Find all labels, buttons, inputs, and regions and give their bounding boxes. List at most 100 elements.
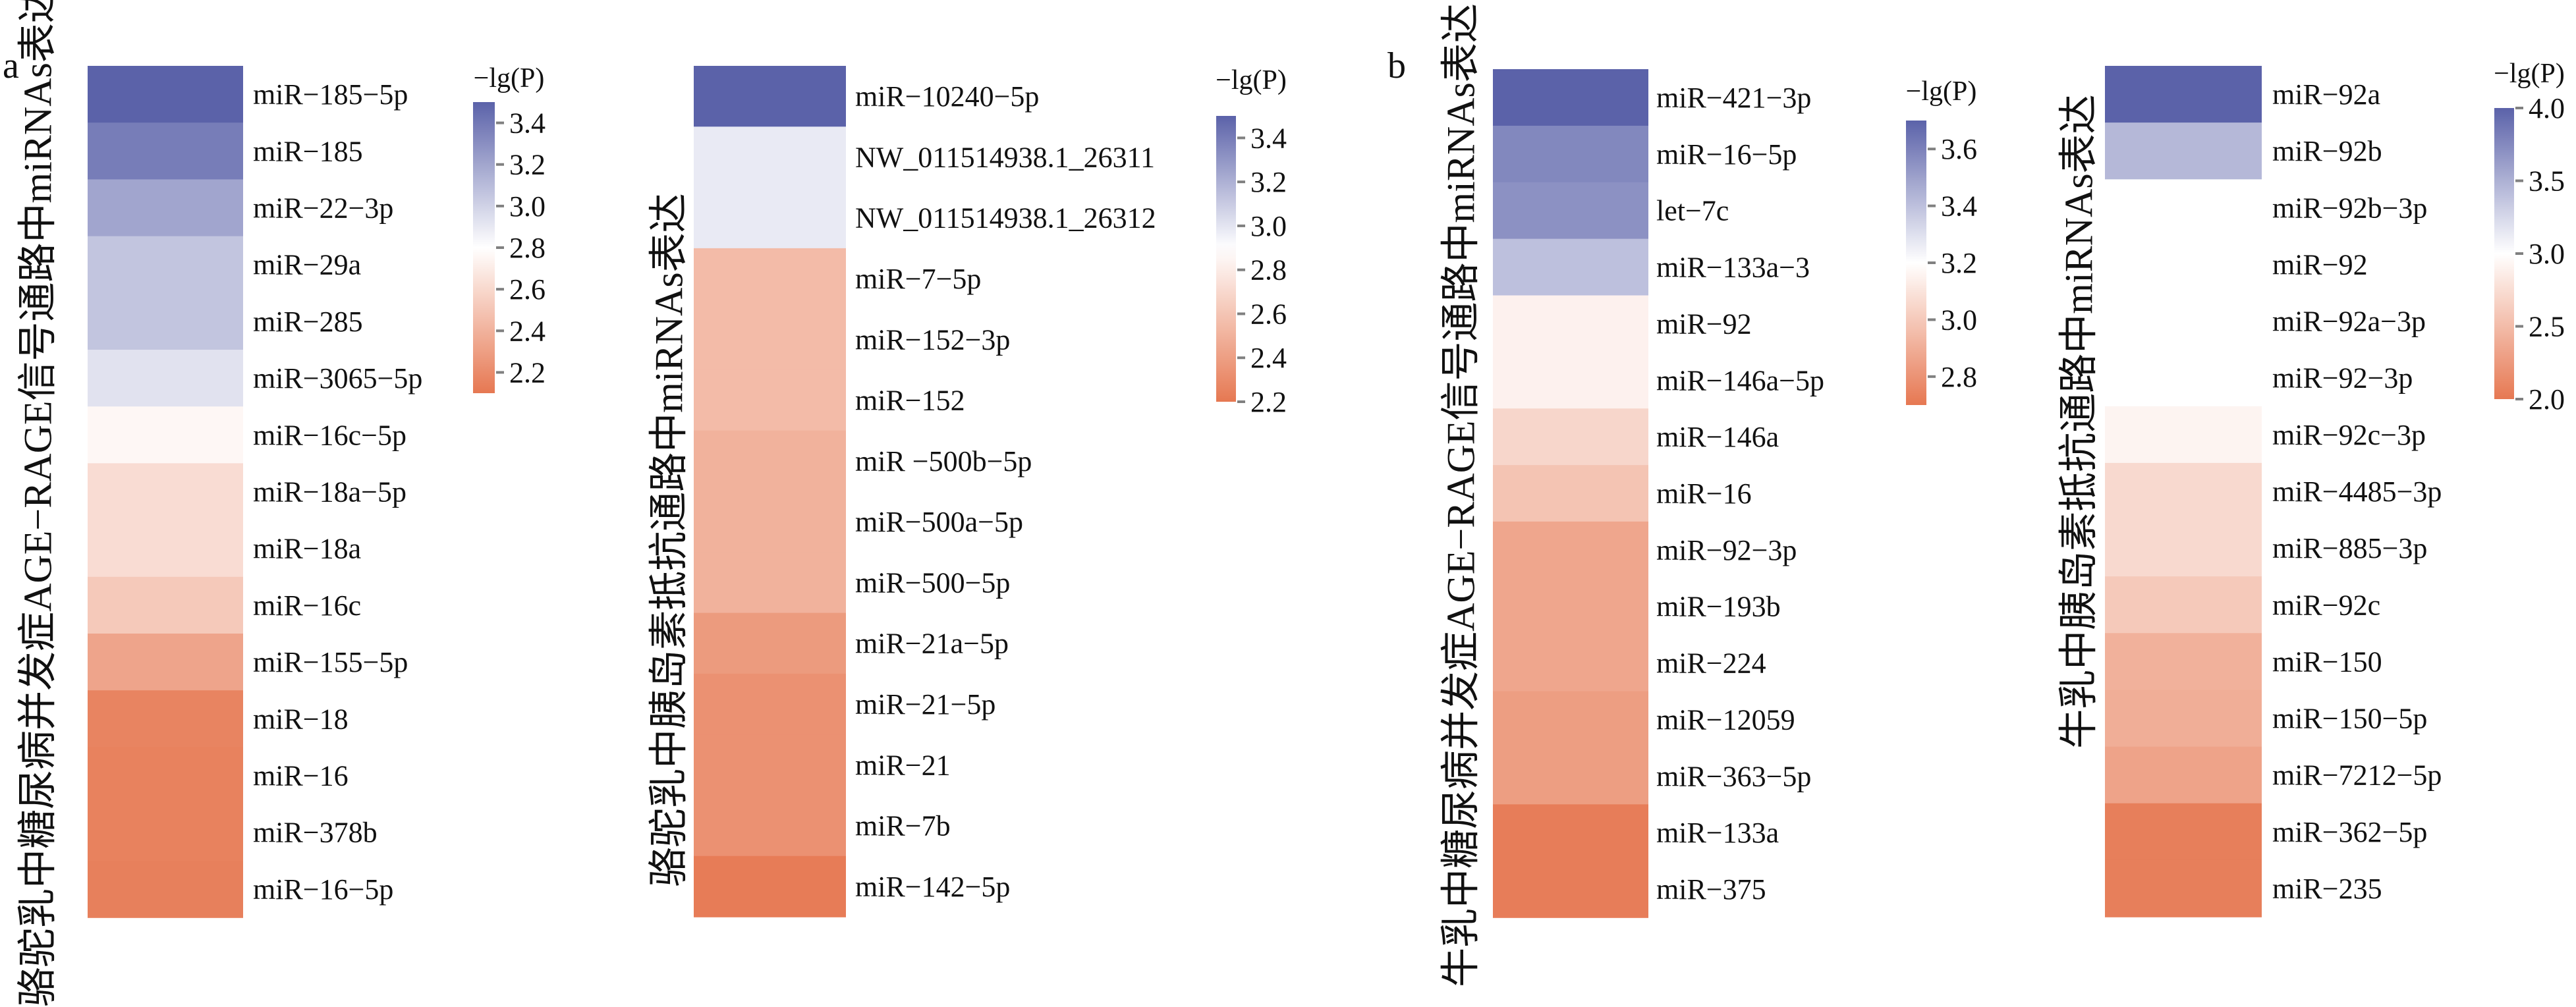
heatmap-3-cell bbox=[1493, 295, 1648, 353]
heatmap-2-cell bbox=[694, 734, 846, 796]
heatmap-2-row-label: miR−21−5p bbox=[855, 688, 995, 721]
colorbar-2-tick-label: 3.0 bbox=[1250, 210, 1287, 242]
heatmap-2-cell bbox=[694, 795, 846, 857]
heatmap-3-cell bbox=[1493, 408, 1648, 466]
heatmap-3-cell bbox=[1493, 238, 1648, 296]
heatmap-3-cell bbox=[1493, 804, 1648, 861]
heatmap-1-row-label: miR−18a bbox=[253, 533, 361, 565]
colorbar-1-tick-label: 2.4 bbox=[509, 315, 546, 347]
heatmap-1-cell bbox=[88, 350, 243, 407]
heatmap-2-row-label: miR−21 bbox=[855, 749, 951, 781]
heatmap-4-cell bbox=[2105, 292, 2262, 350]
heatmap-4-row-label: miR−92c−3p bbox=[2272, 419, 2426, 451]
panel-letter-b: b bbox=[1387, 45, 1406, 86]
heatmap-1-row-label: miR−16c bbox=[253, 589, 361, 622]
heatmap-1-row-label: miR−185−5p bbox=[253, 78, 408, 111]
heatmap-4-cell bbox=[2105, 520, 2262, 577]
heatmap-2-cell bbox=[694, 126, 846, 188]
heatmap-4-cell bbox=[2105, 122, 2262, 180]
colorbar-1-tick-label: 2.2 bbox=[509, 356, 546, 389]
heatmap-1-row-label: miR−16c−5p bbox=[253, 419, 406, 451]
heatmap-2-row-label: miR−7b bbox=[855, 810, 951, 842]
heatmap-1-title: 骆驼乳中糖尿病并发症AGE−RAGE信号通路中miRNAs表达 bbox=[16, 0, 60, 1007]
heatmap-1-cell bbox=[88, 803, 243, 861]
heatmap-1-row-label: miR−22−3p bbox=[253, 192, 393, 225]
colorbar-1-tick-label: 3.2 bbox=[509, 149, 546, 181]
heatmap-4-row-label: miR−885−3p bbox=[2272, 532, 2427, 564]
heatmap-2-cell bbox=[694, 309, 846, 371]
colorbar-3-tick-label: 3.6 bbox=[1941, 133, 1977, 165]
heatmap-1-cell bbox=[88, 860, 243, 918]
panel-letter-a: a bbox=[3, 45, 19, 86]
heatmap-1-cell bbox=[88, 292, 243, 350]
heatmap-2-row-label: miR−500a−5p bbox=[855, 506, 1023, 538]
heatmap-2-row-label: miR−10240−5p bbox=[855, 80, 1039, 113]
heatmap-4-cell bbox=[2105, 349, 2262, 407]
heatmap-3-row-label: let−7c bbox=[1656, 195, 1729, 227]
heatmap-4-cell bbox=[2105, 803, 2262, 861]
heatmap-1-row-label: miR−285 bbox=[253, 306, 363, 338]
heatmap-2-cell bbox=[694, 856, 846, 917]
heatmap-4-row-label: miR−150 bbox=[2272, 645, 2382, 678]
heatmap-2-row-label: miR−152−3p bbox=[855, 323, 1010, 356]
heatmap-4-cell bbox=[2105, 576, 2262, 634]
heatmap-4-cell bbox=[2105, 633, 2262, 691]
heatmap-3-row-label: miR−133a−3 bbox=[1656, 252, 1810, 284]
heatmap-1-row-label: miR−185 bbox=[253, 135, 363, 167]
colorbar-4-tick-label: 4.0 bbox=[2529, 92, 2565, 124]
heatmap-3-cell bbox=[1493, 352, 1648, 409]
heatmap-4-cell bbox=[2105, 462, 2262, 520]
colorbar-2-tick-label: 2.4 bbox=[1250, 342, 1287, 374]
heatmap-1-row-label: miR−378b bbox=[253, 817, 378, 849]
heatmap-4-row-label: miR−150−5p bbox=[2272, 703, 2427, 735]
heatmap-4: miR−92a miR−92b miR−92b−3p miR−92 miR−92a−3p… bbox=[2105, 59, 2565, 917]
heatmap-3-cell bbox=[1493, 465, 1648, 522]
heatmap-1-row-label: miR−155−5p bbox=[253, 646, 408, 678]
heatmap-1-cell bbox=[88, 463, 243, 521]
heatmap-3-row-label: miR−133a bbox=[1656, 817, 1779, 849]
heatmap-4-cell bbox=[2105, 236, 2262, 294]
heatmap-2-row-label: miR−21a−5p bbox=[855, 628, 1009, 660]
heatmap-1-cell bbox=[88, 576, 243, 634]
heatmap-1-cell bbox=[88, 66, 243, 123]
heatmap-1-cell bbox=[88, 747, 243, 805]
heatmap-3-row-label: miR−224 bbox=[1656, 647, 1766, 680]
heatmap-3-cell bbox=[1493, 182, 1648, 240]
heatmap-4-row-label: miR−92−3p bbox=[2272, 362, 2413, 395]
heatmap-2-cell bbox=[694, 552, 846, 614]
heatmap-3-cell bbox=[1493, 578, 1648, 636]
colorbar-2-label: −lg(P) bbox=[1216, 65, 1287, 95]
colorbar-1-label: −lg(P) bbox=[474, 63, 545, 94]
heatmap-4-row-label: miR−92b bbox=[2272, 135, 2382, 167]
colorbar-3-tick-label: 3.4 bbox=[1941, 190, 1977, 223]
heatmap-3-row-label: miR−16 bbox=[1656, 477, 1752, 510]
heatmap-1-row-label: miR−29a bbox=[253, 249, 361, 281]
heatmap-3-cell bbox=[1493, 69, 1648, 126]
heatmap-3-row-label: miR−92−3p bbox=[1656, 534, 1797, 566]
heatmap-4-row-label: miR−362−5p bbox=[2272, 816, 2427, 848]
heatmap-3-row-label: miR−146a bbox=[1656, 421, 1779, 453]
colorbar-2 bbox=[1216, 116, 1236, 402]
heatmap-2-row-label: miR−7−5p bbox=[855, 263, 981, 295]
heatmap-2-cell bbox=[694, 66, 846, 128]
heatmap-2-title: 骆驼乳中胰岛素抵抗通路中miRNAs表达 bbox=[647, 193, 691, 887]
heatmap-2-cell bbox=[694, 248, 846, 310]
colorbar-2-tick-label: 3.2 bbox=[1250, 166, 1287, 198]
heatmap-1-cell bbox=[88, 634, 243, 691]
heatmap-4-title: 牛乳中胰岛素抵抗通路中miRNAs表达 bbox=[2057, 94, 2101, 749]
colorbar-3 bbox=[1906, 121, 1926, 405]
heatmap-3-row-label: miR−16−5p bbox=[1656, 138, 1797, 171]
heatmap-4-cell bbox=[2105, 66, 2262, 123]
heatmap-1-cell bbox=[88, 236, 243, 294]
colorbar-1 bbox=[473, 102, 495, 393]
colorbar-2-tick-label: 2.6 bbox=[1250, 298, 1287, 331]
heatmap-1-cell bbox=[88, 122, 243, 180]
colorbar-3-tick-label: 2.8 bbox=[1941, 361, 1977, 393]
heatmap-4-row-label: miR−92a−3p bbox=[2272, 306, 2426, 338]
heatmap-1-cell bbox=[88, 406, 243, 464]
heatmap-4-row-label: miR−92b−3p bbox=[2272, 192, 2427, 224]
heatmap-2-cell bbox=[694, 430, 846, 492]
heatmap-4-row-label: miR−92 bbox=[2272, 249, 2368, 281]
heatmap-3-row-label: miR−92 bbox=[1656, 308, 1752, 340]
